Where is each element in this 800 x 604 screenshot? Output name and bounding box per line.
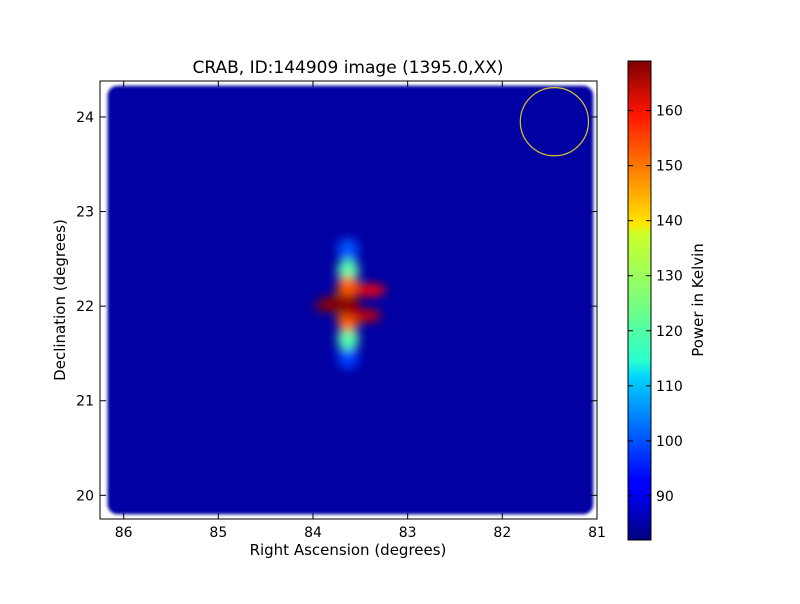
beam-circle xyxy=(519,86,590,157)
colorbar-tick-label: 100 xyxy=(656,434,683,450)
heatmap-lobe xyxy=(337,238,360,261)
plot-frame xyxy=(99,80,598,520)
colorbar-tick-label: 120 xyxy=(656,324,683,340)
colorbar-label: Power in Kelvin xyxy=(689,243,707,357)
colorbar-tick-label: 150 xyxy=(656,159,683,175)
x-tick-label: 83 xyxy=(399,525,417,541)
heatmap-lobe xyxy=(337,276,360,299)
y-axis-ticks: 20 21 22 23 24 xyxy=(76,110,597,504)
heatmap-lobe xyxy=(337,259,360,282)
colorbar-tick-label: 90 xyxy=(656,489,674,505)
colorbar-tick-label: 110 xyxy=(656,379,683,395)
x-axis-label: Right Ascension (degrees) xyxy=(250,541,447,559)
colorbar-ticks: 90 100 110 120 130 140 150 160 xyxy=(628,104,683,505)
colorbar-tick-label: 130 xyxy=(656,269,683,285)
x-tick-label: 81 xyxy=(588,525,606,541)
heatmap-source xyxy=(314,238,386,370)
heatmap-lobe xyxy=(337,347,360,370)
x-tick-label: 82 xyxy=(493,525,511,541)
y-axis-label: Declination (degrees) xyxy=(51,219,69,381)
colorbar-tick-label: 140 xyxy=(656,214,683,230)
y-tick-label: 20 xyxy=(76,488,94,504)
heatmap-lobe xyxy=(337,328,360,351)
colorbar xyxy=(627,60,652,541)
x-tick-label: 85 xyxy=(209,525,227,541)
y-tick-label: 23 xyxy=(76,205,94,221)
heatmap-core xyxy=(353,284,386,297)
x-tick-label: 86 xyxy=(115,525,133,541)
x-axis-ticks: 86 85 84 83 82 81 xyxy=(115,81,606,541)
y-tick-label: 22 xyxy=(76,299,94,315)
x-tick-label: 84 xyxy=(304,525,322,541)
chart-title: CRAB, ID:144909 image (1395.0,XX) xyxy=(192,58,503,78)
y-tick-label: 21 xyxy=(76,394,94,410)
colorbar-tick-label: 160 xyxy=(656,104,683,120)
heatmap-image xyxy=(107,85,594,515)
y-tick-label: 24 xyxy=(76,110,94,126)
heatmap-core xyxy=(349,309,382,322)
heatmap-core xyxy=(314,294,359,312)
